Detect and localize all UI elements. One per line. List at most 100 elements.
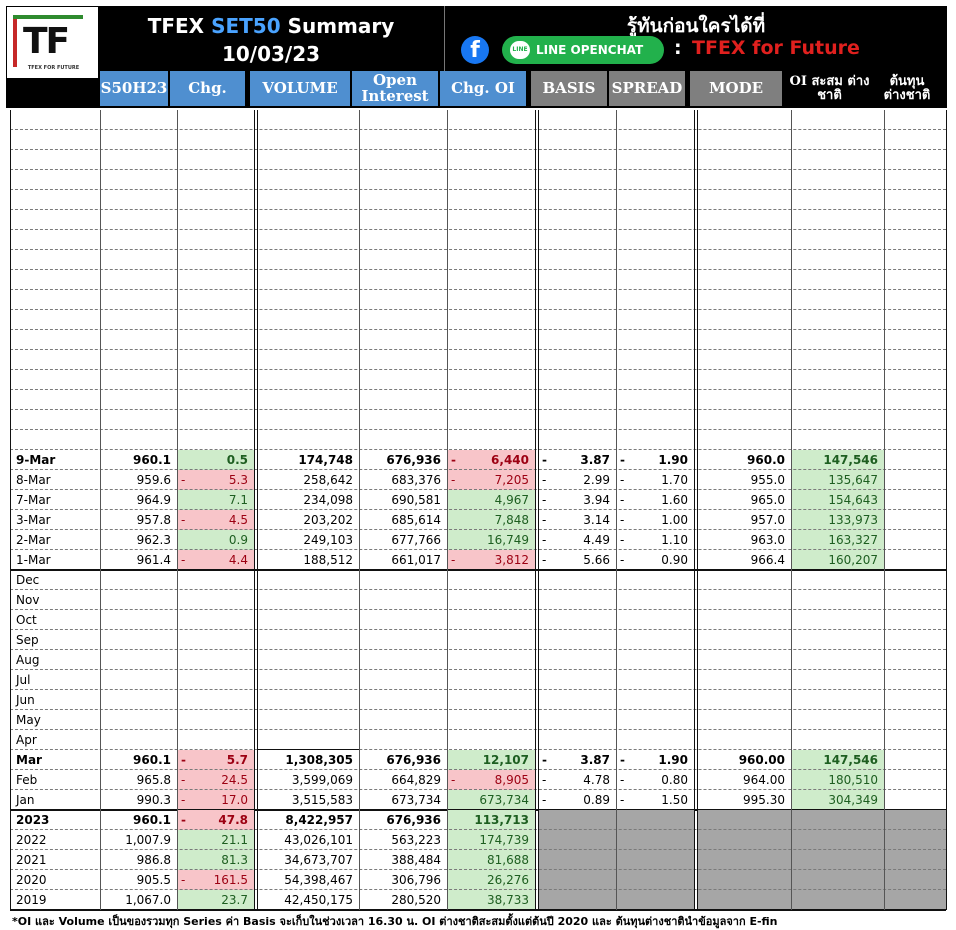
blank-row-divider: [10, 309, 946, 310]
change-cell: - 5.3: [177, 470, 254, 490]
empty-grey-cell: [538, 810, 616, 830]
spread-cell-value: 1.50: [661, 793, 688, 807]
spread-cell-value: 1.00: [661, 513, 688, 527]
spread-cell: - 1.60: [616, 490, 694, 510]
mode-cell: 995.30: [743, 793, 785, 807]
open-interest-cell: 677,766: [391, 533, 441, 547]
row-divider: [10, 589, 946, 590]
row-label: Feb: [16, 773, 38, 787]
empty-grey-cell: [538, 830, 616, 850]
change-cell: 21.1: [177, 830, 254, 850]
minus-sign: -: [620, 533, 625, 547]
section-divider: [10, 569, 946, 571]
row-label: 2023: [16, 813, 50, 827]
row-label: Jan: [16, 793, 35, 807]
foreign-cost-cell: [884, 550, 946, 570]
open-interest-cell: 673,734: [391, 793, 441, 807]
empty-grey-cell: [697, 830, 791, 850]
open-interest-cell: 690,581: [391, 493, 441, 507]
column-header: ต้นทุน ต่างชาติ: [877, 71, 937, 106]
volume-cell: 188,512: [303, 553, 353, 567]
header-divider: [444, 6, 445, 79]
brand-name: TFEX for Future: [692, 37, 860, 59]
foreign-oi-cell: 160,207: [791, 550, 884, 570]
empty-grey-cell: [791, 870, 884, 890]
row-label: 2021: [16, 853, 47, 867]
open-interest-cell: 563,223: [391, 833, 441, 847]
minus-sign: -: [542, 753, 547, 767]
empty-grey-cell: [616, 870, 694, 890]
change-cell-value: 5.3: [228, 473, 248, 487]
empty-grey-cell: [884, 870, 946, 890]
month-label: Jul: [16, 673, 31, 687]
price-cell: 986.8: [136, 853, 171, 867]
basis-cell-value: 4.49: [583, 533, 610, 547]
price-cell: 1,007.9: [125, 833, 171, 847]
minus-sign: -: [451, 473, 456, 487]
title-suffix: Summary: [280, 14, 395, 38]
page-title: TFEX SET50 Summary: [101, 14, 441, 38]
volume-cell: 3,515,583: [291, 793, 353, 807]
change-cell-value: 24.5: [221, 773, 248, 787]
minus-sign: -: [451, 553, 456, 567]
empty-grey-cell: [697, 850, 791, 870]
minus-sign: -: [620, 453, 625, 467]
column-divider: [254, 110, 255, 910]
column-header: VOLUME: [250, 71, 350, 106]
volume-cell: 1,308,305: [285, 753, 353, 767]
month-label: May: [16, 713, 41, 727]
change-cell-value: 4.5: [228, 513, 248, 527]
foreign-oi-cell: 163,327: [791, 530, 884, 550]
report-date: 10/03/23: [221, 42, 321, 66]
row-label: 2-Mar: [16, 533, 51, 547]
blank-row-divider: [10, 349, 946, 350]
month-label: Oct: [16, 613, 37, 627]
price-cell: 960.1: [133, 453, 171, 467]
basis-cell-value: 3.94: [583, 493, 610, 507]
column-header: BASIS: [531, 71, 607, 106]
change-cell: 81.3: [177, 850, 254, 870]
spread-cell: - 1.90: [616, 750, 694, 770]
row-divider: [10, 729, 946, 730]
basis-cell-value: 3.87: [580, 453, 610, 467]
spread-cell-value: 1.90: [658, 453, 688, 467]
spread-cell-value: 1.90: [658, 753, 688, 767]
empty-grey-cell: [884, 810, 946, 830]
empty-grey-cell: [791, 850, 884, 870]
spread-cell: - 1.10: [616, 530, 694, 550]
empty-grey-cell: [791, 890, 884, 910]
mode-cell: 960.00: [738, 753, 785, 767]
mode-cell: 963.0: [750, 533, 785, 547]
minus-sign: -: [542, 473, 547, 487]
price-cell: 960.1: [133, 813, 171, 827]
row-divider: [10, 769, 946, 770]
column-divider: [100, 110, 101, 910]
change-oi-cell: 26,276: [447, 870, 535, 890]
minus-sign: -: [181, 813, 186, 827]
column-divider: [946, 110, 947, 910]
change-cell-value: 7.1: [228, 493, 248, 507]
row-divider: [10, 549, 946, 550]
minus-sign: -: [181, 753, 186, 767]
change-cell: - 161.5: [177, 870, 254, 890]
basis-cell-value: 3.87: [580, 753, 610, 767]
change-oi-cell-value: 673,734: [479, 793, 529, 807]
facebook-icon[interactable]: f: [461, 36, 489, 64]
volume-cell: 42,450,175: [284, 893, 353, 907]
price-cell: 905.5: [136, 873, 171, 887]
spread-cell: - 1.00: [616, 510, 694, 530]
empty-grey-cell: [538, 870, 616, 890]
spread-cell: - 0.90: [616, 550, 694, 570]
minus-sign: -: [620, 513, 625, 527]
line-openchat-button[interactable]: LINE LINE OPENCHAT: [502, 36, 664, 64]
change-cell-value: 47.8: [218, 813, 248, 827]
basis-cell: - 4.78: [538, 770, 616, 790]
row-divider: [10, 649, 946, 650]
column-divider: [447, 110, 448, 910]
basis-cell: - 5.66: [538, 550, 616, 570]
minus-sign: -: [620, 773, 625, 787]
row-divider: [10, 469, 946, 470]
foreign-cost-cell: [884, 450, 946, 470]
mode-cell: 965.0: [750, 493, 785, 507]
change-cell: - 24.5: [177, 770, 254, 790]
